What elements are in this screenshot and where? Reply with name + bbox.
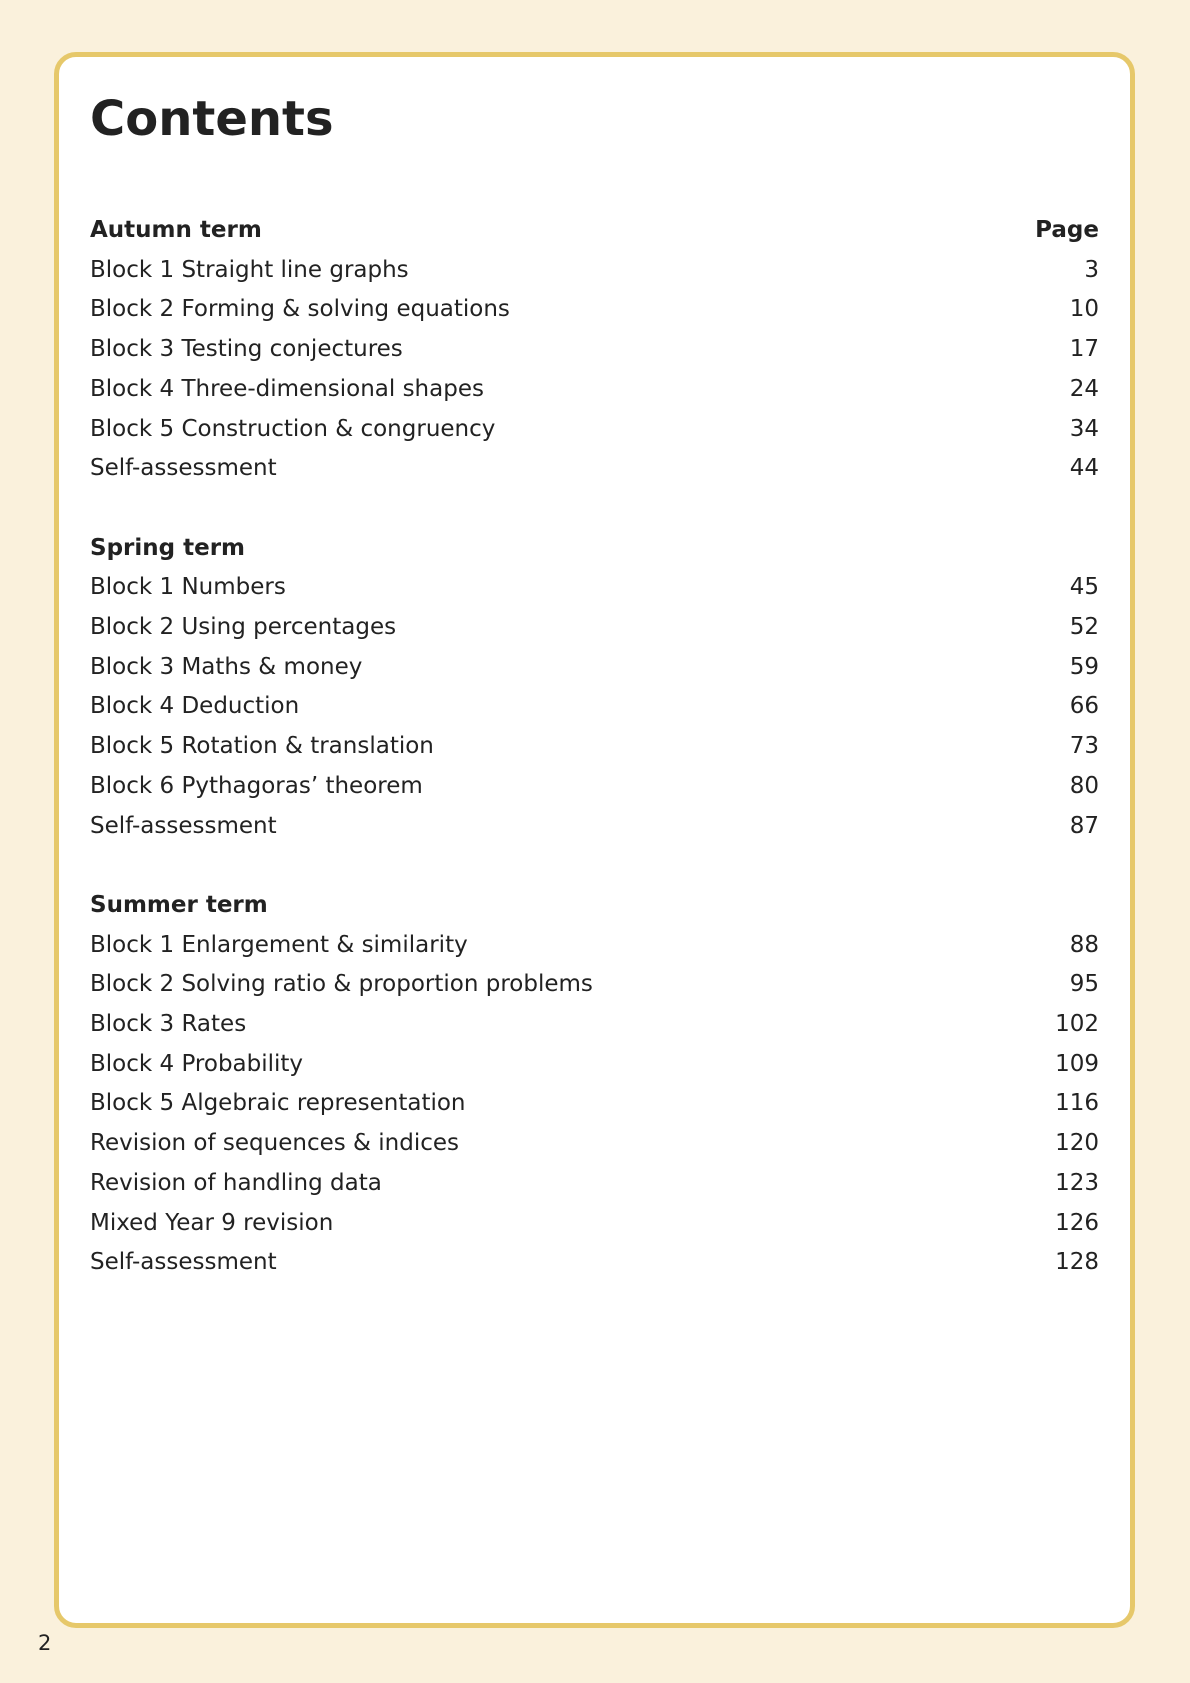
contents-entry: Block 2 Forming & solving equations 10: [90, 289, 1099, 329]
entry-page: 109: [1055, 1050, 1099, 1077]
contents-card: Contents Autumn term Page Block 1 Straight…: [54, 52, 1135, 1628]
entry-title: Block 4 Three-dimensional shapes: [90, 375, 484, 402]
entry-title: Block 3 Rates: [90, 1011, 247, 1037]
entry-title: Block 2 Forming & solving equations: [90, 296, 510, 323]
entry-page: 102: [1055, 1011, 1099, 1037]
entry-title: Revision of sequences & indices: [90, 1130, 460, 1157]
section-heading-row: Spring term: [90, 528, 1099, 568]
contents-entry: Block 5 Construction & congruency 34: [90, 409, 1099, 449]
entry-page: 123: [1055, 1169, 1099, 1196]
entry-page: 52: [1069, 614, 1099, 640]
entry-title: Block 2 Using percentages: [90, 614, 397, 640]
section-heading: Summer term: [90, 891, 268, 918]
entry-title: Block 5 Algebraic representation: [90, 1090, 466, 1117]
entry-title: Block 3 Maths & money: [90, 653, 363, 680]
contents-entry: Block 4 Probability 109: [90, 1044, 1099, 1084]
entry-title: Block 4 Probability: [90, 1050, 304, 1077]
entry-title: Self-assessment: [90, 1249, 277, 1276]
entry-page: 88: [1069, 931, 1099, 958]
entry-page: 120: [1055, 1130, 1099, 1157]
page-number: 2: [38, 1631, 52, 1655]
entry-page: 116: [1055, 1090, 1099, 1117]
contents-entry: Block 3 Rates 102: [90, 1004, 1099, 1044]
entry-page: 17: [1069, 336, 1099, 363]
section-heading: Spring term: [90, 534, 246, 561]
entry-page: 3: [1084, 256, 1099, 283]
contents-entry: Self-assessment 44: [90, 448, 1099, 488]
entry-title: Block 5 Construction & congruency: [90, 415, 496, 442]
title: Contents: [90, 91, 334, 147]
entry-page: 45: [1069, 574, 1099, 601]
entry-page: 80: [1069, 772, 1099, 799]
entry-page: 24: [1069, 375, 1099, 402]
contents-entry: Block 2 Solving ratio & proportion probl…: [90, 964, 1099, 1004]
contents-entry: Block 3 Testing conjectures 17: [90, 329, 1099, 369]
contents-entry: Block 5 Algebraic representation 116: [90, 1083, 1099, 1123]
entry-page: 95: [1069, 971, 1099, 998]
contents-entry: Block 4 Deduction 66: [90, 686, 1099, 726]
contents-entry: Block 1 Enlargement & similarity 88: [90, 925, 1099, 965]
entry-title: Block 2 Solving ratio & proportion probl…: [90, 971, 593, 998]
entry-page: 66: [1069, 693, 1099, 720]
contents-entry: Block 5 Rotation & translation 73: [90, 726, 1099, 766]
contents-entry: Block 1 Numbers 45: [90, 567, 1099, 607]
entry-page: 10: [1069, 296, 1099, 323]
entry-page: 44: [1069, 455, 1099, 482]
contents-entry: Block 6 Pythagoras’ theorem 80: [90, 766, 1099, 806]
contents-entry: Self-assessment 128: [90, 1242, 1099, 1282]
page-column-header: Page: [1035, 217, 1099, 243]
entry-title: Block 1 Straight line graphs: [90, 256, 409, 283]
entry-page: 126: [1055, 1209, 1099, 1236]
contents-entry: Mixed Year 9 revision 126: [90, 1203, 1099, 1243]
entry-page: 59: [1069, 653, 1099, 680]
contents-entry: Block 2 Using percentages 52: [90, 607, 1099, 647]
entry-title: Block 3 Testing conjectures: [90, 336, 403, 363]
contents-entry: Block 1 Straight line graphs 3: [90, 250, 1099, 290]
contents-entry: Revision of handling data 123: [90, 1163, 1099, 1203]
section-heading: Autumn term: [90, 217, 262, 243]
entry-title: Block 6 Pythagoras’ theorem: [90, 772, 423, 799]
contents-entry: Self-assessment 87: [90, 806, 1099, 846]
entry-page: 87: [1069, 812, 1099, 839]
entry-title: Revision of handling data: [90, 1169, 382, 1196]
entry-title: Self-assessment: [90, 812, 277, 839]
entry-page: 73: [1069, 733, 1099, 760]
entry-title: Block 4 Deduction: [90, 693, 300, 720]
entry-title: Block 5 Rotation & translation: [90, 733, 434, 760]
entry-title: Self-assessment: [90, 455, 277, 482]
entry-title: Block 1 Enlargement & similarity: [90, 931, 468, 958]
entry-page: 34: [1069, 415, 1099, 442]
contents-entry: Revision of sequences & indices 120: [90, 1123, 1099, 1163]
contents-entry: Block 4 Three-dimensional shapes 24: [90, 369, 1099, 409]
entry-page: 128: [1055, 1249, 1099, 1276]
contents-entry: Block 3 Maths & money 59: [90, 647, 1099, 687]
section-heading-row: Summer term: [90, 885, 1099, 925]
entry-title: Block 1 Numbers: [90, 574, 286, 601]
entry-title: Mixed Year 9 revision: [90, 1209, 334, 1236]
section-heading-row: Autumn term Page: [90, 210, 1099, 250]
